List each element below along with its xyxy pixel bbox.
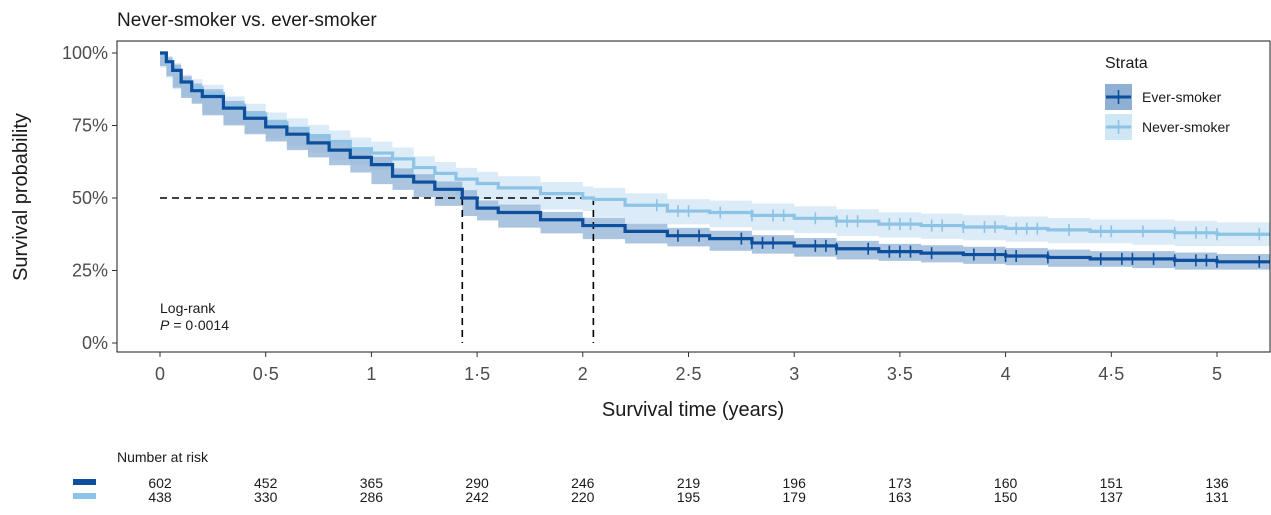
confidence-bands (160, 53, 1270, 270)
x-axis-title: Survival time (years) (602, 399, 784, 421)
risk-value: 163 (888, 489, 912, 505)
risk-value: 150 (994, 489, 1018, 505)
chart-title: Never-smoker vs. ever-smoker (117, 10, 377, 31)
x-tick-label: 1·5 (464, 364, 490, 384)
risk-value: 365 (360, 475, 384, 491)
y-tick-label: 50% (72, 188, 108, 208)
risk-table-title: Number at risk (117, 449, 209, 465)
legend-item-ever-smoker: Ever-smoker (1105, 84, 1222, 110)
x-tick-label: 3 (789, 364, 799, 384)
risk-table: Number at risk 602 452 365 290 246 219 196 173 1… (73, 449, 1229, 505)
y-tick-label: 0% (82, 333, 108, 353)
censor-marks (655, 199, 1261, 268)
risk-value: 246 (571, 475, 595, 491)
median-survival-lines (160, 197, 595, 343)
risk-value: 160 (994, 475, 1018, 491)
risk-value: 290 (465, 475, 489, 491)
risk-value: 438 (148, 489, 172, 505)
risk-value: 220 (571, 489, 595, 505)
plot-panel (116, 40, 1271, 353)
risk-row-color-key (73, 493, 96, 499)
risk-value: 330 (254, 489, 278, 505)
legend-label: Never-smoker (1142, 119, 1230, 135)
p-label: P (160, 317, 170, 333)
y-axis-title: Survival probability (10, 113, 32, 281)
legend-title: Strata (1105, 55, 1148, 72)
y-tick-label: 100% (62, 43, 108, 63)
p-value: = 0·0014 (173, 317, 229, 333)
x-tick-label: 0 (155, 364, 165, 384)
y-tick-label: 25% (72, 261, 108, 281)
risk-value: 136 (1205, 475, 1229, 491)
x-tick-label: 1 (366, 364, 376, 384)
x-tick-label: 4·5 (1098, 364, 1124, 384)
risk-value: 452 (254, 475, 278, 491)
y-tick-label: 75% (72, 116, 108, 136)
ever-smoker-confidence-band (160, 53, 1270, 270)
x-tick-label: 3·5 (887, 364, 913, 384)
plot-border (116, 40, 1271, 353)
x-axis: 0 0·5 1 1·5 2 2·5 3 3·5 4 4·5 5 (155, 352, 1222, 384)
p-value-text: P = 0·0014 (160, 317, 229, 333)
x-tick-label: 2·5 (675, 364, 701, 384)
y-axis: 0% 25% 50% 75% 100% (62, 43, 117, 353)
risk-value: 151 (1100, 475, 1124, 491)
risk-value: 137 (1100, 489, 1124, 505)
risk-value: 195 (677, 489, 701, 505)
x-tick-label: 5 (1212, 364, 1222, 384)
risk-value: 179 (783, 489, 807, 505)
risk-value: 602 (148, 475, 172, 491)
never-smoker-confidence-band (160, 53, 1270, 247)
risk-row-never-smoker: 438 330 286 242 220 195 179 163 150 137 131 (73, 489, 1229, 505)
legend: Strata Ever-smoker Never-smoker (1105, 55, 1230, 140)
logrank-label: Log-rank (160, 300, 216, 316)
risk-value: 131 (1205, 489, 1229, 505)
legend-item-never-smoker: Never-smoker (1105, 114, 1230, 140)
risk-value: 196 (783, 475, 807, 491)
risk-value: 242 (465, 489, 489, 505)
x-tick-label: 4 (1001, 364, 1011, 384)
logrank-annotation: Log-rank P = 0·0014 (160, 300, 229, 333)
risk-value: 219 (677, 475, 701, 491)
legend-label: Ever-smoker (1142, 89, 1222, 105)
risk-value: 173 (888, 475, 912, 491)
x-tick-label: 0·5 (253, 364, 279, 384)
x-tick-label: 2 (578, 364, 588, 384)
ever-smoker-survival-line (160, 51, 1270, 264)
risk-row-ever-smoker: 602 452 365 290 246 219 196 173 160 151 136 (73, 475, 1229, 491)
risk-row-color-key (73, 479, 96, 485)
risk-value: 286 (360, 489, 384, 505)
